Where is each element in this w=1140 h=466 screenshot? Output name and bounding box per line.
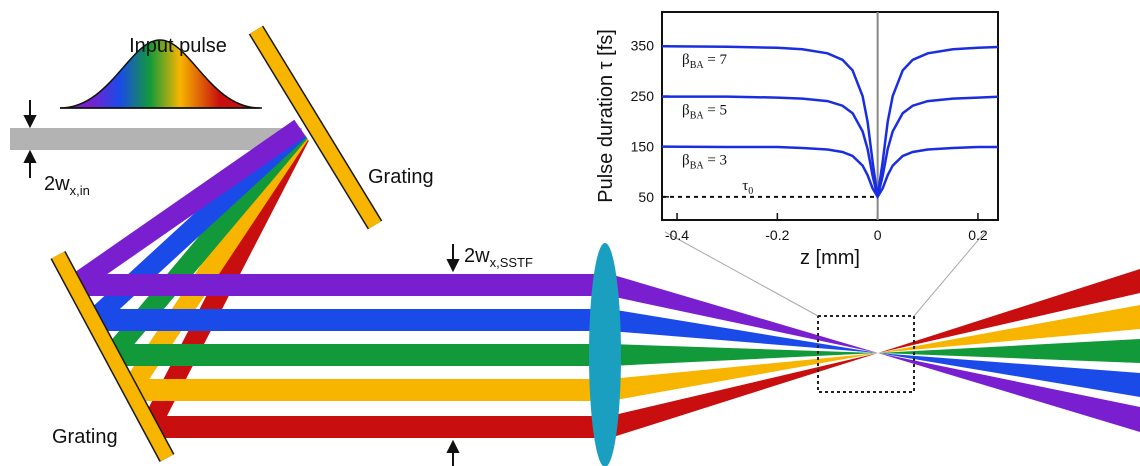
beam-width-label: 2wx,in: [44, 173, 90, 198]
input-pulse-label: Input pulse: [129, 35, 227, 57]
focused-beams: [610, 269, 1140, 438]
grating-label: Grating: [368, 166, 434, 188]
lens: [589, 243, 621, 466]
grating-label: Grating: [52, 426, 118, 448]
x-tick-label: -0.2: [765, 227, 789, 243]
label-sub: x,SSTF: [490, 255, 533, 270]
y-tick-label: 50: [638, 189, 654, 205]
label-rest: = 5: [704, 103, 727, 119]
label-sub: 0: [748, 186, 753, 197]
label-rest: = 3: [704, 152, 727, 168]
label-rest: = 7: [704, 52, 728, 68]
label-sub: BA: [690, 60, 705, 71]
zoom-line: [914, 232, 985, 316]
label-sub: BA: [690, 111, 705, 122]
x-tick-label: 0: [874, 227, 882, 243]
label-main: β: [682, 52, 690, 68]
y-tick-label: 250: [631, 88, 655, 104]
y-tick-label: 150: [631, 138, 655, 154]
label-main: β: [682, 152, 690, 168]
label-main: β: [682, 103, 690, 119]
label-sub: BA: [690, 160, 705, 171]
label-main: 2w: [44, 173, 70, 195]
label-sub: x,in: [70, 183, 90, 198]
x-axis-label: z [mm]: [800, 247, 860, 269]
inset-chart: Pulse duration τ [fs] z [mm] 50 150 250 350…: [595, 12, 1003, 269]
y-axis-label: Pulse duration τ [fs]: [595, 29, 617, 203]
x-tick-label: -0.4: [665, 227, 689, 243]
label-main: 2w: [464, 245, 490, 267]
x-tick-label: 0.2: [968, 227, 988, 243]
y-tick-label: 350: [631, 38, 655, 54]
figure: Input pulse Grating Grating 2wx,in 2wx,S…: [0, 0, 1140, 466]
beam-width-label: 2wx,SSTF: [464, 245, 533, 270]
